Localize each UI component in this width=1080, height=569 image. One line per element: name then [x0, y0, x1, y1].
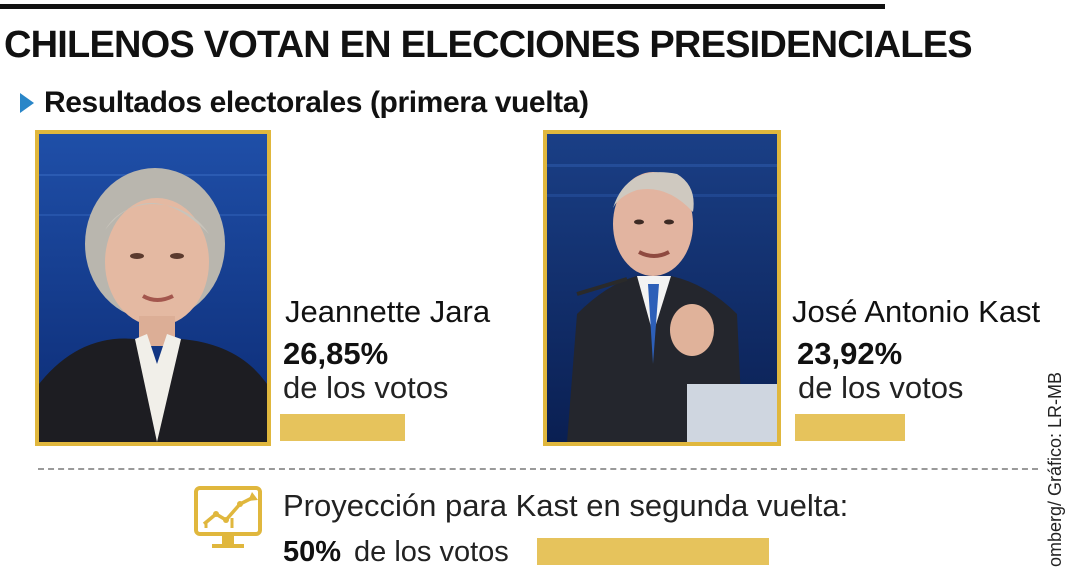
projection-percent: 50% — [283, 536, 342, 568]
candidate-votes-label-kast: de los votos — [798, 370, 964, 405]
triangle-right-icon — [20, 93, 34, 113]
candidate-votes-label-jara: de los votos — [283, 370, 449, 405]
projection-share-bar — [537, 538, 769, 565]
top-rule — [0, 4, 885, 9]
vote-share-bar-jara — [280, 414, 405, 441]
source-credit: omberg/ Gráfico: LR-MB — [1045, 371, 1065, 567]
growth-chart-monitor-icon — [192, 484, 268, 559]
projection-votes-label: de los votos — [354, 536, 509, 568]
candidate-name-kast: José Antonio Kast — [792, 294, 1041, 329]
candidate-photo-jara — [35, 130, 271, 446]
portrait-jara — [39, 134, 267, 442]
candidate-name-jara: Jeannette Jara — [285, 294, 491, 329]
candidate-percent-jara: 26,85% — [283, 336, 389, 371]
candidate-percent-kast: 23,92% — [797, 336, 903, 371]
section-heading-text: Resultados electorales (primera vuelta) — [44, 86, 589, 119]
vote-share-bar-kast — [795, 414, 905, 441]
projection-label: Proyección para Kast en segunda vuelta: — [283, 488, 849, 523]
candidate-photo-kast — [543, 130, 781, 446]
section-heading: Resultados electorales (primera vuelta) — [20, 86, 589, 120]
page-title: CHILENOS VOTAN EN ELECCIONES PRESIDENCIA… — [4, 24, 973, 66]
dashed-divider — [38, 468, 1038, 470]
portrait-kast — [547, 134, 777, 442]
